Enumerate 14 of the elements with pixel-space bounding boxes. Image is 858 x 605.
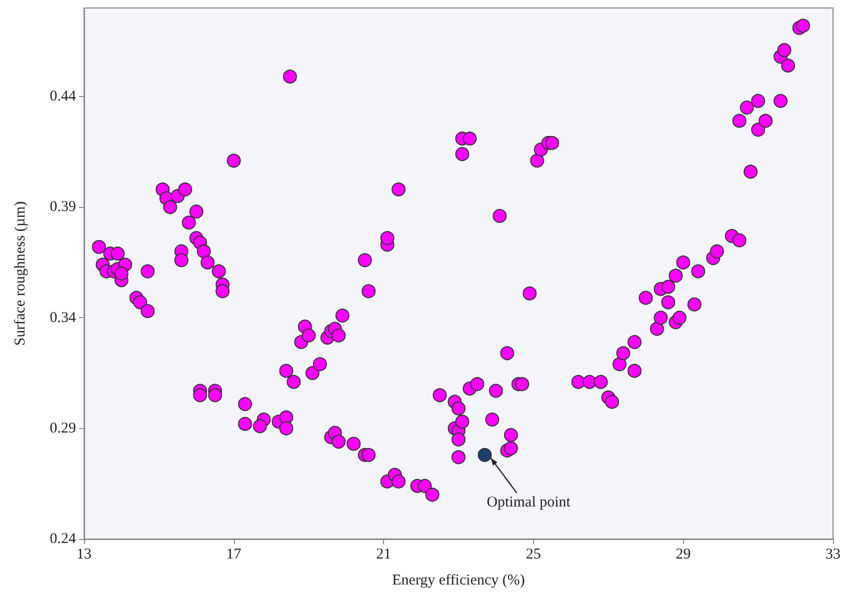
y-tick-label: 0.39: [50, 199, 76, 216]
y-tick-label: 0.44: [50, 88, 76, 104]
x-tick-label: 13: [76, 546, 92, 562]
x-tick-label: 17: [226, 546, 242, 562]
x-tick-label: 29: [676, 546, 691, 562]
y-axis-title: Surface roughness (µm): [12, 201, 28, 346]
x-tick-label: 25: [526, 546, 541, 562]
x-axis-title: Energy efficiency (%): [392, 572, 525, 588]
y-tick-label: 0.34: [50, 310, 76, 326]
x-tick-label: 33: [826, 546, 840, 562]
y-tick-label: 0.29: [50, 420, 76, 436]
y-tick-label: 0.24: [50, 531, 76, 547]
annotation: Optimal point: [486, 494, 572, 510]
x-tick-label: 21: [376, 546, 392, 562]
